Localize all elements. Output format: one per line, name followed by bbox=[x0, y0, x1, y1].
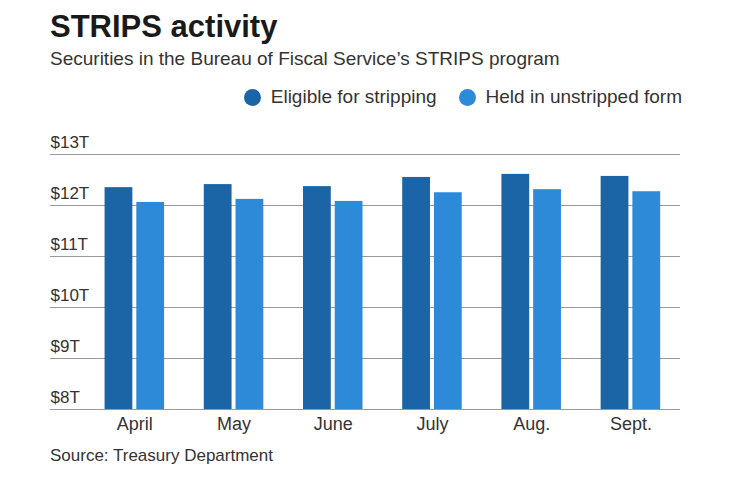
html-text:Securities in the Bureau of Fi: Securities in the Bureau of Fiscal Servi… bbox=[50, 48, 560, 69]
html-text:Source: Treasury Department: Source: Treasury Department bbox=[50, 446, 273, 465]
html-text:STRIPS activity: STRIPS activity bbox=[50, 9, 278, 44]
svg-text:$12T: $12T bbox=[51, 184, 90, 203]
svg-text:Sept.: Sept. bbox=[610, 414, 652, 434]
svg-text:$9T: $9T bbox=[51, 337, 80, 356]
svg-text:May: May bbox=[217, 414, 251, 434]
html-text:Eligible for stripping: Eligible for stripping bbox=[270, 86, 437, 107]
svg-text:July: July bbox=[416, 414, 448, 434]
svg-text:April: April bbox=[117, 414, 153, 434]
svg-text:$8T: $8T bbox=[51, 388, 80, 407]
svg-text:$11T: $11T bbox=[51, 235, 89, 254]
svg-text:June: June bbox=[314, 414, 353, 434]
svg-text:$13T: $13T bbox=[51, 133, 90, 152]
svg-text:$10T: $10T bbox=[51, 286, 90, 305]
html-text:Held in unstripped form: Held in unstripped form bbox=[485, 86, 682, 107]
svg-text:Aug.: Aug. bbox=[513, 414, 550, 434]
